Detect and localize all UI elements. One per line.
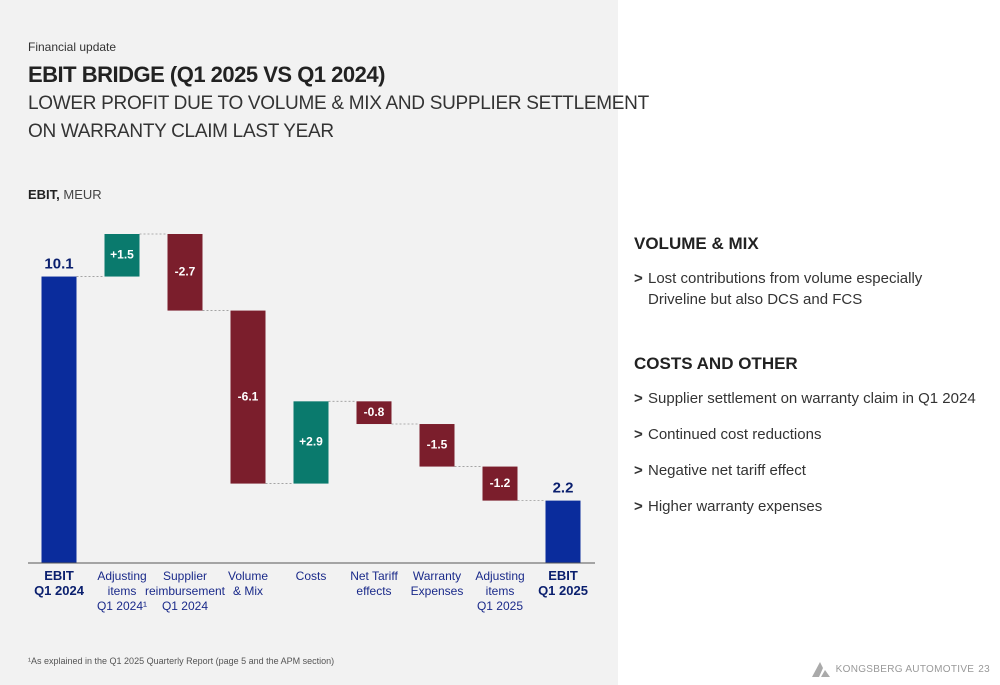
x-tick-label: EBIT Q1 2025 [538, 568, 588, 598]
bullet: > Continued cost reductions [634, 424, 979, 445]
commentary: VOLUME & MIX > Lost contributions from vol… [634, 234, 979, 561]
bar [293, 401, 329, 484]
kicker: Financial update [28, 40, 117, 54]
value-label: 10.1 [44, 256, 73, 273]
x-tick-label: Costs [296, 569, 327, 583]
subtitle: LOWER PROFIT DUE TO VOLUME & MIX AND SUP… [28, 93, 649, 142]
title: EBIT BRIDGE (Q1 2025 VS Q1 2024) [28, 62, 385, 87]
axis-label: EBIT, MEUR [28, 187, 102, 202]
value-label: +1.5 [110, 247, 134, 261]
bar [167, 234, 203, 311]
x-tick-label: Volume & Mix [228, 569, 268, 598]
bullet: > Negative net tariff effect [634, 460, 979, 481]
x-tick-label: EBIT Q1 2024 [34, 568, 85, 598]
x-tick-label: Adjusting items Q1 2025 [475, 569, 524, 613]
bullet-text: Supplier settlement on warranty claim in… [648, 390, 976, 407]
left-panel [0, 0, 618, 685]
bullet-marker: > [634, 390, 643, 407]
bullet-text: Lost contributions from volume especiall… [648, 270, 923, 308]
footnote: ¹As explained in the Q1 2025 Quarterly R… [28, 656, 335, 666]
section: VOLUME & MIX > Lost contributions from vol… [634, 234, 979, 310]
bar [482, 466, 518, 501]
chart: 10.1 EBIT Q1 2024 +1.5 Adjusting items Q1 2024… [28, 233, 595, 613]
value-label: -0.8 [364, 405, 385, 419]
section-heading: COSTS AND OTHER [634, 354, 798, 373]
bar [419, 424, 455, 467]
brand-name: KONGSBERG AUTOMOTIVE [835, 663, 975, 675]
bar [41, 276, 77, 563]
x-tick-label: Supplier reimbursement Q1 2024 [145, 569, 226, 613]
bullet-marker: > [634, 426, 643, 443]
bullet-marker: > [634, 462, 643, 479]
x-tick-label: Warranty Expenses [411, 569, 464, 598]
value-label: -2.7 [175, 264, 196, 278]
axis-label-unit: MEUR [63, 187, 102, 202]
section-heading: VOLUME & MIX [634, 234, 759, 253]
bullet-marker: > [634, 498, 643, 515]
bullet-text: Continued cost reductions [648, 426, 822, 443]
x-tick-label: Adjusting items Q1 2024¹ [97, 569, 147, 613]
value-label: 2.2 [553, 480, 574, 497]
bar [545, 500, 581, 563]
bullet: > Higher warranty expenses [634, 496, 979, 517]
axis-label-bold: EBIT, [28, 187, 60, 202]
logo [811, 662, 830, 677]
value-label: -1.5 [427, 437, 448, 451]
bullet-text: Higher warranty expenses [648, 498, 823, 515]
bullet: > Supplier settlement on warranty claim i… [634, 388, 979, 409]
bar [356, 401, 392, 425]
value-label: +2.9 [299, 435, 323, 449]
bar [104, 234, 140, 277]
value-label: -1.2 [490, 476, 511, 490]
bullet-marker: > [634, 270, 643, 287]
bar [230, 310, 266, 484]
page-number: 23 [978, 663, 990, 675]
brand: KONGSBERG AUTOMOTIVE 23 [810, 660, 990, 678]
section: COSTS AND OTHER > Supplier settlement on w… [634, 354, 979, 517]
bullet-text: Negative net tariff effect [648, 462, 806, 479]
bullet: > Lost contributions from volume especial… [634, 268, 979, 310]
x-tick-label: Net Tariff effects [350, 569, 398, 598]
value-label: -6.1 [238, 389, 259, 403]
